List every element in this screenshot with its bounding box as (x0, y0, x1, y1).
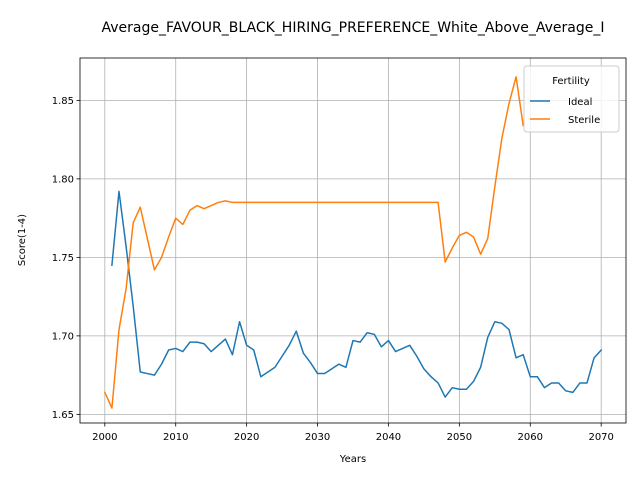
y-tick-label: 1.80 (52, 174, 74, 185)
legend-box (523, 65, 620, 133)
x-axis-ticks: 2000 2010 2020 2030 2040 2050 2060 2070 (92, 423, 614, 443)
legend-title: Fertility (552, 76, 590, 87)
x-tick-label: 2050 (447, 432, 472, 443)
series-lines (103, 76, 603, 409)
plot-frame (79, 57, 627, 424)
series-line-sterile (103, 76, 525, 409)
x-tick-label: 2040 (376, 432, 401, 443)
y-axis-ticks: 1.65 1.70 1.75 1.80 1.85 (52, 96, 80, 421)
x-tick-label: 2060 (518, 432, 543, 443)
y-axis-label: Score(1-4) (17, 214, 28, 266)
x-tick-label: 2030 (305, 432, 330, 443)
x-tick-label: 2000 (92, 432, 117, 443)
y-tick-label: 1.85 (52, 96, 74, 107)
y-tick-label: 1.65 (52, 410, 74, 421)
x-tick-label: 2020 (234, 432, 259, 443)
chart-title: Average_FAVOUR_BLACK_HIRING_PREFERENCE_W… (102, 20, 605, 36)
x-tick-label: 2010 (163, 432, 188, 443)
y-tick-label: 1.70 (52, 331, 74, 342)
series-line-ideal (111, 190, 603, 398)
legend-label-ideal: Ideal (568, 97, 592, 108)
y-tick-label: 1.75 (52, 253, 74, 264)
x-tick-label: 2070 (588, 432, 613, 443)
x-axis-label: Years (339, 454, 366, 465)
legend-label-sterile: Sterile (568, 115, 600, 126)
legend: Fertility Ideal Sterile (523, 65, 620, 133)
